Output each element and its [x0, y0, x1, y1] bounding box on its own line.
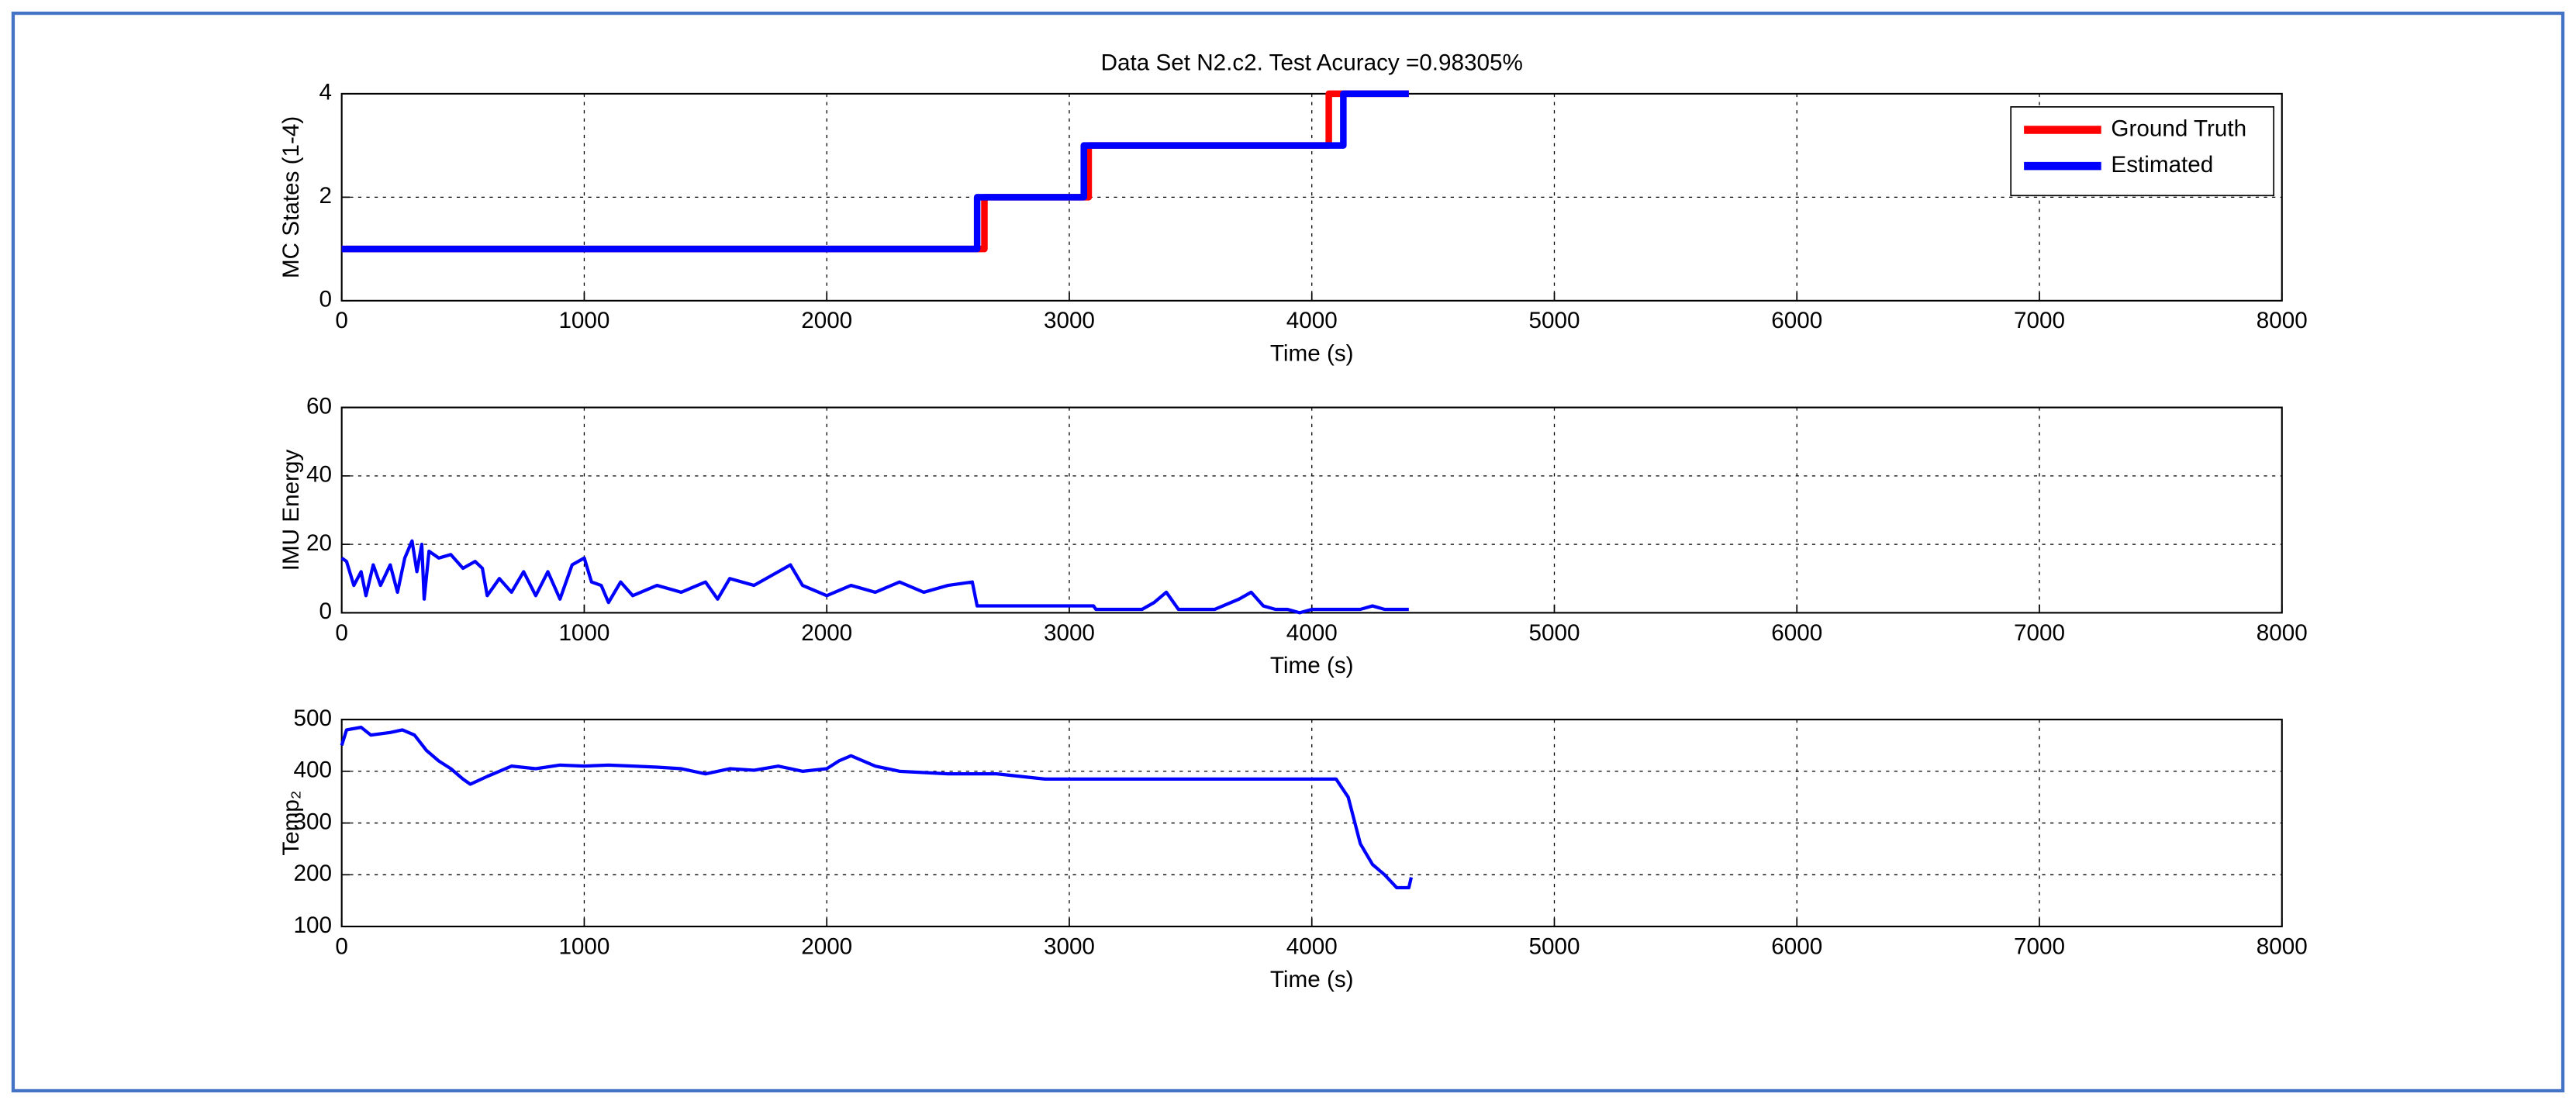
x-tick-label: 5000 [1528, 308, 1580, 333]
x-tick-label: 7000 [2014, 933, 2065, 959]
y-axis-label: MC States (1-4) [278, 116, 304, 278]
x-tick-label: 7000 [2014, 308, 2065, 333]
y-tick-label: 0 [319, 599, 332, 624]
x-tick-label: 4000 [1286, 933, 1338, 959]
x-tick-label: 8000 [2257, 620, 2308, 646]
x-tick-label: 8000 [2257, 933, 2308, 959]
x-tick-label: 1000 [558, 933, 609, 959]
y-tick-label: 2 [319, 183, 332, 209]
x-tick-label: 6000 [1771, 933, 1822, 959]
y-tick-label: 20 [306, 530, 332, 556]
x-tick-label: 3000 [1044, 620, 1095, 646]
y-tick-label: 0 [319, 287, 332, 312]
x-tick-label: 0 [335, 308, 348, 333]
x-tick-label: 7000 [2014, 620, 2065, 646]
x-tick-label: 1000 [558, 620, 609, 646]
y-tick-label: 200 [293, 861, 331, 886]
x-tick-label: 5000 [1528, 933, 1580, 959]
y-tick-label: 500 [293, 706, 331, 731]
x-tick-label: 3000 [1044, 308, 1095, 333]
axes-box [340, 92, 2283, 302]
data-line [340, 539, 1409, 615]
x-axis-label: Time (s) [1270, 341, 1354, 367]
y-tick-label: 4 [319, 80, 332, 105]
x-tick-label: 5000 [1528, 620, 1580, 646]
x-tick-label: 0 [335, 620, 348, 646]
x-tick-label: 2000 [801, 933, 852, 959]
y-tick-label: 400 [293, 757, 331, 783]
x-tick-label: 4000 [1286, 620, 1338, 646]
x-tick-label: 2000 [801, 620, 852, 646]
y-tick-label: 100 [293, 913, 331, 938]
legend-label: Estimated [2111, 152, 2213, 178]
data-line [340, 726, 1414, 890]
y-tick-label: 40 [306, 462, 332, 488]
x-tick-label: 4000 [1286, 308, 1338, 333]
data-line [341, 90, 1409, 253]
chart-title: Data Set N2.c2. Test Acuracy =0.98305% [1101, 50, 1523, 76]
x-tick-label: 2000 [801, 308, 852, 333]
y-tick-label: 60 [306, 393, 332, 419]
y-axis-label: Temp₂ [278, 791, 304, 856]
y-axis-label: IMU Energy [278, 450, 304, 571]
x-tick-label: 8000 [2257, 308, 2308, 333]
x-tick-label: 6000 [1771, 308, 1822, 333]
axes-box [340, 406, 2283, 614]
axes-box [340, 719, 2283, 928]
x-tick-label: 6000 [1771, 620, 1822, 646]
x-tick-label: 3000 [1044, 933, 1095, 959]
y-tick-label: 300 [293, 809, 331, 834]
legend-label: Ground Truth [2111, 116, 2246, 141]
x-axis-label: Time (s) [1270, 653, 1354, 678]
legend-box [2010, 106, 2275, 197]
x-axis-label: Time (s) [1270, 967, 1354, 992]
x-tick-label: 1000 [558, 308, 609, 333]
data-line [341, 90, 1409, 253]
x-tick-label: 0 [335, 933, 348, 959]
